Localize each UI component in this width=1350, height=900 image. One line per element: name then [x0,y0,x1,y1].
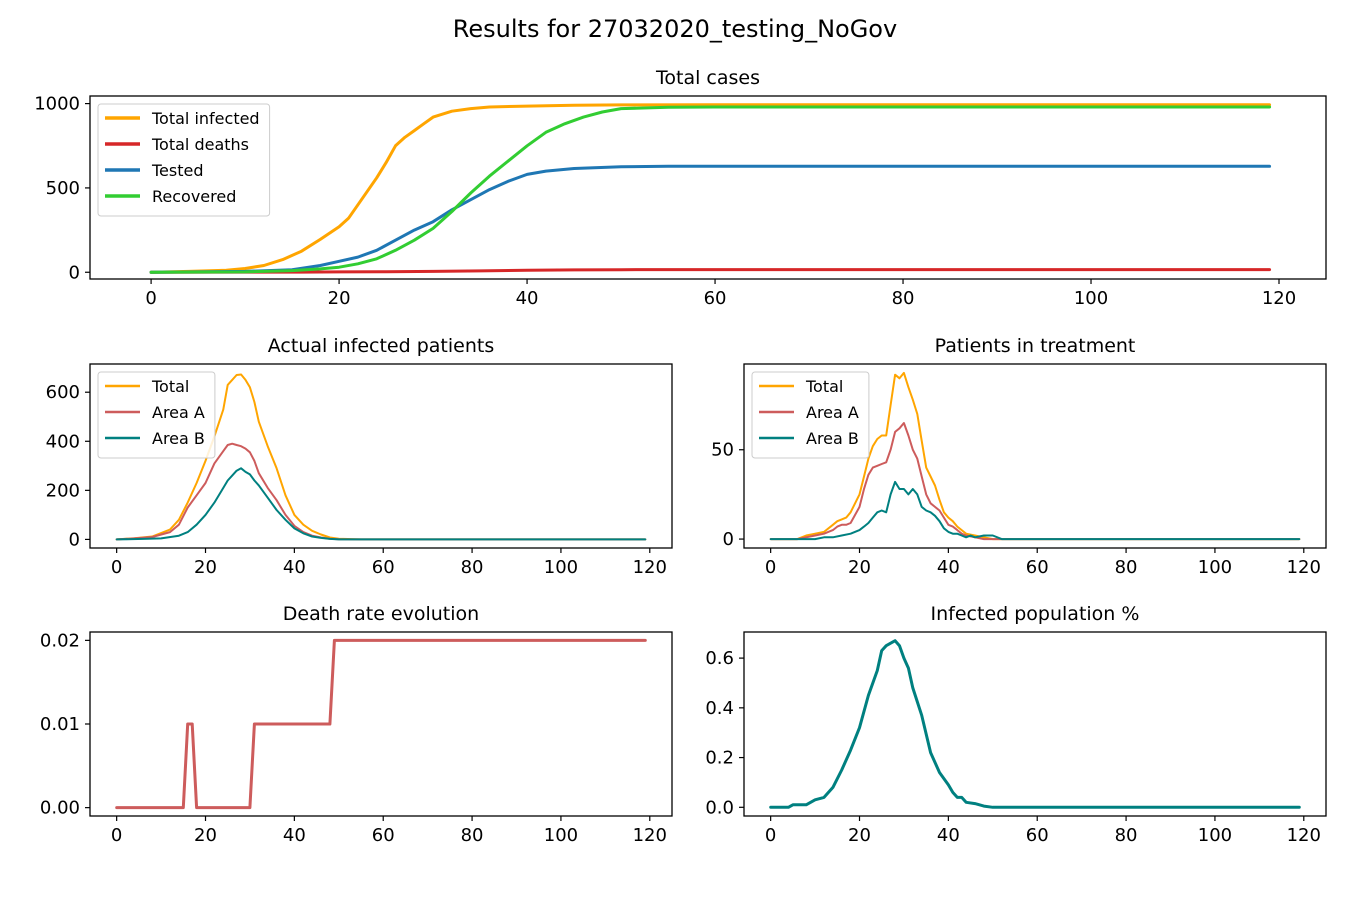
y-tick-label: 200 [46,480,80,501]
panel-actual: Actual infected patients 0 20 40 60 80 100 120 0… [46,335,673,578]
x-tick-label: 40 [937,557,960,578]
axes-frame [743,631,1327,817]
x-tick-label: 0 [765,557,776,578]
series-line-area-b [115,467,647,541]
x-tick-label: 120 [633,825,667,846]
series-line-total [115,373,647,541]
y-tick-label: 0 [723,529,734,550]
y-tick-label: 0 [69,529,80,550]
x-tick-label: 120 [1287,557,1321,578]
x-tick-label: 0 [765,825,776,846]
legend-label: Recovered [152,187,236,206]
series-line-tested [149,164,1272,274]
x-tick-label: 20 [328,288,351,309]
axes-frame [743,363,1327,549]
legend: Total infected Total deaths Tested Recovere… [97,103,271,217]
y-tick-label: 50 [711,440,734,461]
x-tick-label: 60 [372,557,395,578]
y-tick-label: 0.00 [40,798,80,819]
figure-title: Results for 27032020_testing_NoGov [453,15,897,43]
axes-frame [89,363,673,549]
legend-label: Total [151,377,189,396]
legend-box [751,371,870,459]
panel-title: Infected population % [931,603,1140,625]
y-tick-label: 0 [69,262,80,283]
series-line-area-b [769,480,1301,541]
y-tick-label: 0.02 [40,630,80,651]
y-tick-label: 0.0 [705,797,734,818]
panel-title: Actual infected patients [268,335,494,357]
legend: Total Area A Area B [751,371,870,459]
y-tick-label: 0.4 [705,698,734,719]
x-tick-label: 80 [1115,825,1138,846]
panel-infectedpct: Infected population % 0 20 40 60 80 100 120 0.0 0… [705,603,1327,846]
legend-label: Total infected [151,109,260,128]
x-tick-label: 60 [372,825,395,846]
legend-label: Total deaths [151,135,249,154]
x-tick-label: 20 [848,825,871,846]
x-tick-label: 0 [111,825,122,846]
series-line-0 [769,639,1301,809]
panel-title: Total cases [655,67,760,89]
series-line-total-infected [149,103,1272,274]
x-tick-label: 100 [1198,825,1232,846]
x-tick-label: 60 [704,288,727,309]
y-tick-label: 600 [46,382,80,403]
x-tick-label: 60 [1026,825,1049,846]
x-tick-label: 40 [937,825,960,846]
x-tick-label: 40 [283,825,306,846]
x-tick-label: 120 [1287,825,1321,846]
y-tick-label: 400 [46,431,80,452]
legend-box [97,371,216,459]
x-tick-label: 80 [1115,557,1138,578]
legend: Total Area A Area B [97,371,216,459]
series-line-recovered [149,105,1272,274]
x-tick-label: 20 [194,825,217,846]
series-line-0 [115,638,647,810]
y-tick-label: 500 [46,178,80,199]
panel-title: Patients in treatment [935,335,1136,357]
y-tick-label: 0.01 [40,714,80,735]
x-tick-label: 20 [848,557,871,578]
series-line-total [769,371,1301,541]
x-tick-label: 120 [633,557,667,578]
legend-label: Area B [152,429,205,448]
x-tick-label: 80 [892,288,915,309]
legend-label: Area A [152,403,205,422]
panel-title: Death rate evolution [283,603,479,625]
x-tick-label: 40 [283,557,306,578]
legend-label: Area A [806,403,859,422]
x-tick-label: 0 [145,288,156,309]
series-line-total-deaths [149,268,1272,274]
legend-label: Total [805,377,843,396]
legend-label: Tested [151,161,204,180]
y-tick-label: 0.2 [705,748,734,769]
panel-treatment: Patients in treatment 0 20 40 60 80 100 120 0 50 T… [711,335,1327,578]
panel-total: Total cases 0 20 40 60 80 100 120 0 500 1000 Total … [34,67,1327,309]
series-line-area-a [769,422,1301,541]
x-tick-label: 80 [461,557,484,578]
x-tick-label: 60 [1026,557,1049,578]
panel-deathrate: Death rate evolution 0 20 40 60 80 100 120 0.00 0… [40,603,673,846]
x-tick-label: 40 [516,288,539,309]
x-tick-label: 100 [544,557,578,578]
x-tick-label: 0 [111,557,122,578]
y-tick-label: 0.6 [705,648,734,669]
legend-box [97,103,271,217]
x-tick-label: 100 [544,825,578,846]
x-tick-label: 100 [1074,288,1108,309]
x-tick-label: 120 [1262,288,1296,309]
legend-label: Area B [806,429,859,448]
x-tick-label: 20 [194,557,217,578]
x-tick-label: 100 [1198,557,1232,578]
y-tick-label: 1000 [34,94,80,115]
x-tick-label: 80 [461,825,484,846]
